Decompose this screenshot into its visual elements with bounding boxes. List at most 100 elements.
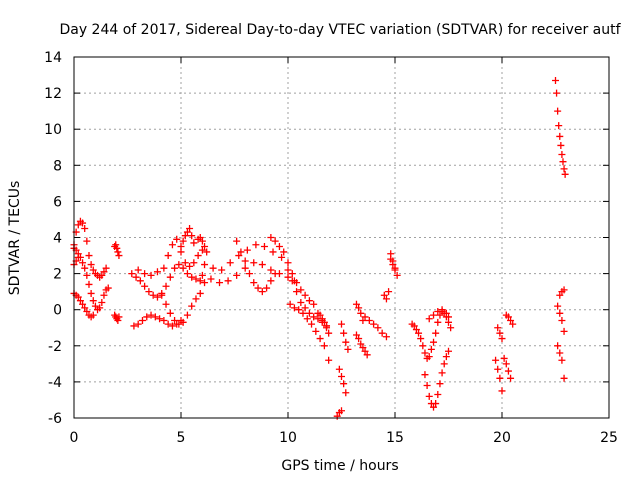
series-arc-l: [194, 234, 211, 256]
data-point: [275, 243, 283, 251]
series-arc-j: [158, 289, 204, 328]
data-point: [434, 308, 442, 316]
data-point: [132, 273, 140, 281]
data-point: [359, 344, 367, 352]
data-point: [560, 165, 568, 173]
data-point: [415, 329, 423, 337]
data-point: [241, 264, 249, 272]
data-point: [233, 237, 241, 245]
data-point: [280, 248, 288, 256]
data-point: [436, 311, 444, 319]
data-point: [89, 297, 97, 305]
data-point: [209, 264, 217, 272]
data-point: [496, 374, 504, 382]
data-point: [560, 327, 568, 335]
data-point: [440, 360, 448, 368]
data-point: [74, 221, 82, 229]
data-point: [271, 270, 279, 278]
data-point: [442, 309, 450, 317]
grid-lines: [74, 57, 609, 418]
data-point: [96, 304, 104, 312]
data-point: [552, 76, 559, 84]
data-point: [254, 284, 262, 292]
y-tick-label: 10: [44, 122, 62, 138]
series-arc-h: [130, 311, 185, 330]
series-arc-t: [333, 407, 345, 420]
data-point: [310, 300, 318, 308]
data-point: [164, 320, 172, 328]
data-point: [81, 264, 89, 272]
series-arc-s: [316, 311, 333, 337]
data-point: [237, 248, 245, 256]
y-tick-label: -6: [48, 411, 62, 427]
data-point: [181, 232, 189, 240]
data-point: [361, 347, 369, 355]
data-point: [250, 259, 258, 267]
y-tick-label: -4: [48, 375, 62, 391]
data-point: [141, 270, 149, 278]
x-tick-label: 20: [493, 430, 511, 446]
data-point: [114, 317, 122, 325]
data-point: [316, 335, 324, 343]
data-point: [179, 264, 187, 272]
data-point: [87, 261, 95, 269]
data-point: [183, 228, 191, 236]
data-point: [145, 288, 153, 296]
data-point: [74, 293, 82, 301]
data-point: [81, 224, 89, 232]
data-point: [166, 273, 174, 281]
data-point: [113, 244, 121, 252]
data-point: [192, 275, 200, 283]
data-point: [417, 335, 425, 343]
series-arc-am: [554, 342, 568, 382]
y-axis-ticks: -6 -4 -2 0 2 4 6 8 10 12 14: [44, 50, 609, 427]
data-point: [335, 365, 343, 373]
data-point: [554, 302, 562, 310]
series-arc-m: [198, 259, 298, 287]
data-point: [355, 304, 363, 312]
data-point: [561, 170, 569, 178]
data-point: [393, 271, 401, 279]
data-point: [338, 320, 345, 328]
data-point: [357, 309, 365, 317]
data-point: [188, 232, 196, 240]
data-point: [359, 317, 367, 325]
series-arc-ak: [554, 302, 568, 335]
data-point: [233, 271, 241, 279]
data-point: [558, 356, 566, 364]
data-point: [355, 335, 363, 343]
data-point: [498, 387, 506, 395]
data-point: [83, 308, 91, 316]
x-tick-label: 5: [177, 430, 186, 446]
data-point: [171, 264, 179, 272]
series-arc-v: [338, 320, 352, 353]
data-point: [112, 241, 120, 249]
data-point: [153, 268, 161, 276]
data-point: [425, 392, 433, 400]
data-point: [263, 284, 271, 292]
data-point: [553, 89, 561, 97]
data-point: [203, 248, 211, 256]
data-point: [175, 261, 183, 269]
data-point: [284, 259, 292, 267]
data-point: [149, 291, 157, 299]
data-point: [98, 271, 106, 279]
data-point: [318, 315, 326, 323]
data-point: [412, 326, 420, 334]
data-point: [158, 291, 166, 299]
data-point: [425, 315, 433, 323]
data-point: [267, 266, 275, 274]
data-point: [494, 324, 502, 332]
data-point: [85, 252, 93, 260]
data-point: [194, 252, 202, 260]
data-point: [81, 304, 89, 312]
data-point: [173, 235, 181, 243]
data-point: [382, 295, 390, 303]
data-point: [218, 266, 226, 274]
data-point: [269, 248, 277, 256]
data-point: [560, 374, 568, 382]
series-arc-f: [111, 311, 123, 325]
data-point: [104, 284, 112, 292]
data-point: [183, 311, 191, 319]
data-point: [79, 259, 87, 267]
